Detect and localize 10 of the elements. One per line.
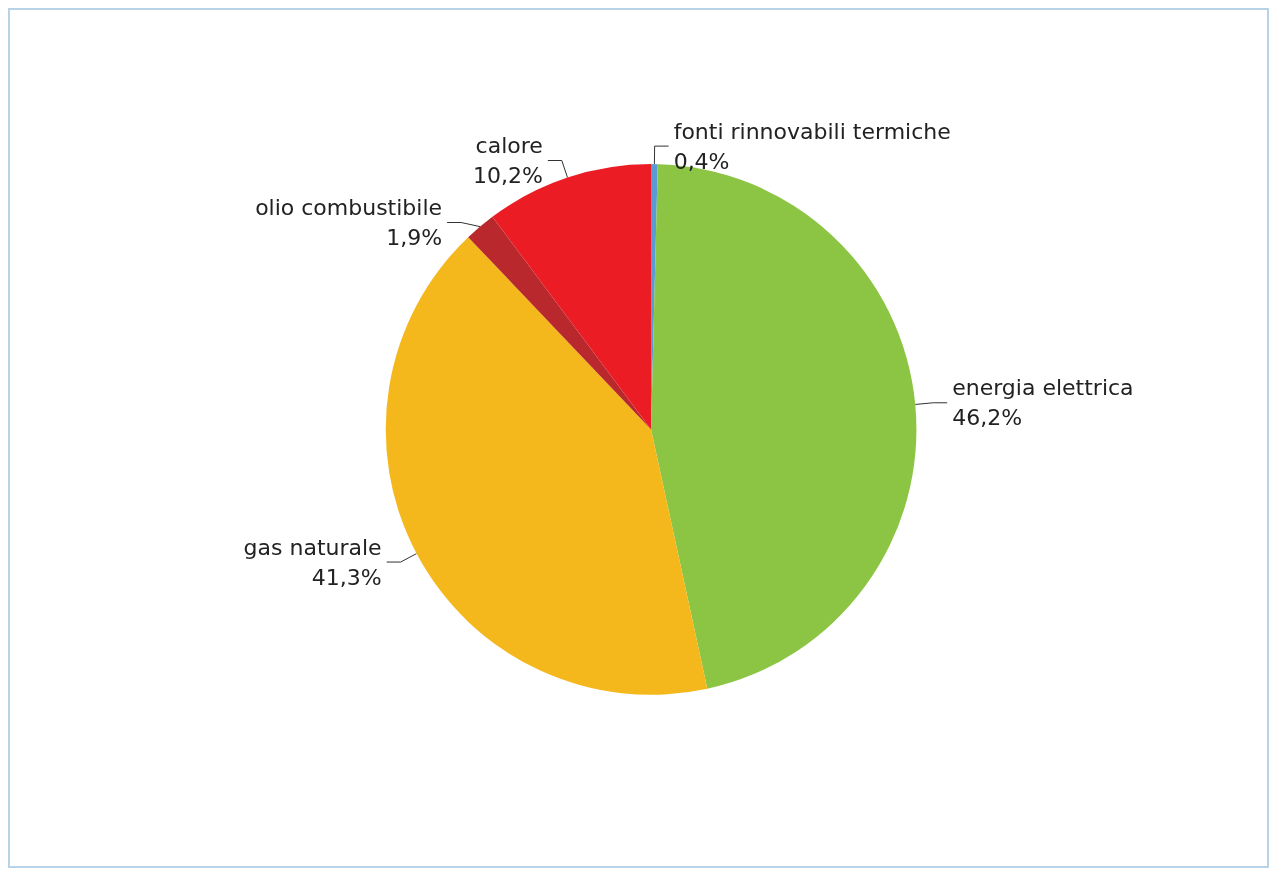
slice-label: fonti rinnovabili termiche <box>673 118 951 144</box>
data-label: 10,2% <box>472 163 543 188</box>
data-label: 1,9% <box>386 225 443 250</box>
slice-label: olio combustibile <box>255 195 443 220</box>
data-label: 46,2% <box>952 405 1023 431</box>
slice-label: calore <box>475 133 543 158</box>
slice-label: gas naturale <box>243 534 382 560</box>
slice-label: energia elettrica <box>952 375 1134 401</box>
data-label: 0,4% <box>673 148 730 174</box>
data-label: 41,3% <box>311 564 382 590</box>
